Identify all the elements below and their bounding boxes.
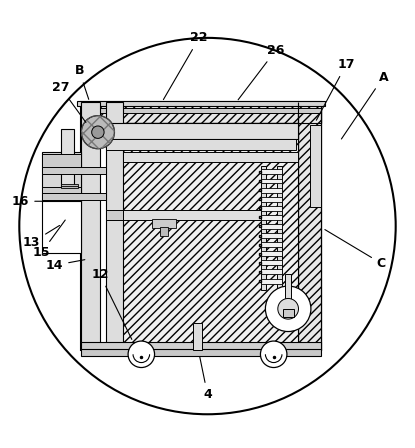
Bar (61, 129, 74, 228)
Bar (261, 166, 266, 290)
Bar (261, 169, 282, 174)
Bar (298, 102, 321, 350)
Bar (261, 178, 282, 184)
Bar (261, 279, 282, 284)
Bar (261, 224, 282, 229)
Bar (261, 215, 282, 220)
Text: C: C (325, 229, 386, 270)
Bar (100, 123, 298, 139)
Bar (42, 154, 81, 168)
Text: A: A (342, 71, 388, 139)
Bar (123, 151, 298, 162)
Text: 13: 13 (23, 225, 59, 249)
Text: 14: 14 (46, 259, 85, 272)
Circle shape (266, 286, 311, 332)
Bar (61, 184, 78, 188)
Bar (42, 167, 106, 174)
Bar (261, 188, 282, 193)
Bar (261, 197, 282, 202)
Bar (123, 210, 261, 220)
Text: 26: 26 (238, 44, 284, 100)
Bar (261, 206, 282, 211)
Bar (81, 102, 321, 123)
Bar (151, 219, 176, 228)
Bar (285, 274, 291, 311)
Circle shape (81, 116, 115, 149)
Text: 22: 22 (164, 31, 208, 99)
Bar (81, 102, 100, 350)
Circle shape (92, 126, 104, 138)
Text: 12: 12 (91, 268, 132, 340)
Bar (106, 210, 123, 220)
Bar (160, 227, 168, 237)
Bar (106, 139, 296, 150)
Bar (261, 233, 282, 238)
Bar (42, 151, 81, 201)
Bar (310, 125, 321, 207)
Bar (283, 309, 293, 317)
Text: B: B (75, 65, 89, 99)
Circle shape (20, 38, 395, 414)
Circle shape (128, 341, 154, 367)
Bar (123, 123, 298, 350)
Text: 17: 17 (316, 58, 355, 120)
Text: 4: 4 (200, 357, 212, 401)
Bar (261, 270, 282, 275)
Bar (81, 102, 321, 350)
Bar (261, 260, 282, 265)
Bar (42, 201, 81, 253)
Bar (106, 102, 123, 350)
Bar (277, 166, 282, 290)
Bar (81, 342, 321, 350)
Circle shape (261, 341, 287, 367)
Text: 15: 15 (32, 220, 65, 259)
Bar (42, 193, 106, 200)
Bar (77, 101, 325, 106)
Bar (42, 187, 81, 201)
Bar (261, 251, 282, 256)
Bar (261, 242, 282, 247)
Bar (193, 323, 202, 350)
Text: 27: 27 (52, 81, 86, 122)
Text: 16: 16 (12, 195, 48, 208)
Circle shape (278, 298, 298, 319)
Bar (81, 349, 321, 356)
Bar (81, 108, 321, 113)
